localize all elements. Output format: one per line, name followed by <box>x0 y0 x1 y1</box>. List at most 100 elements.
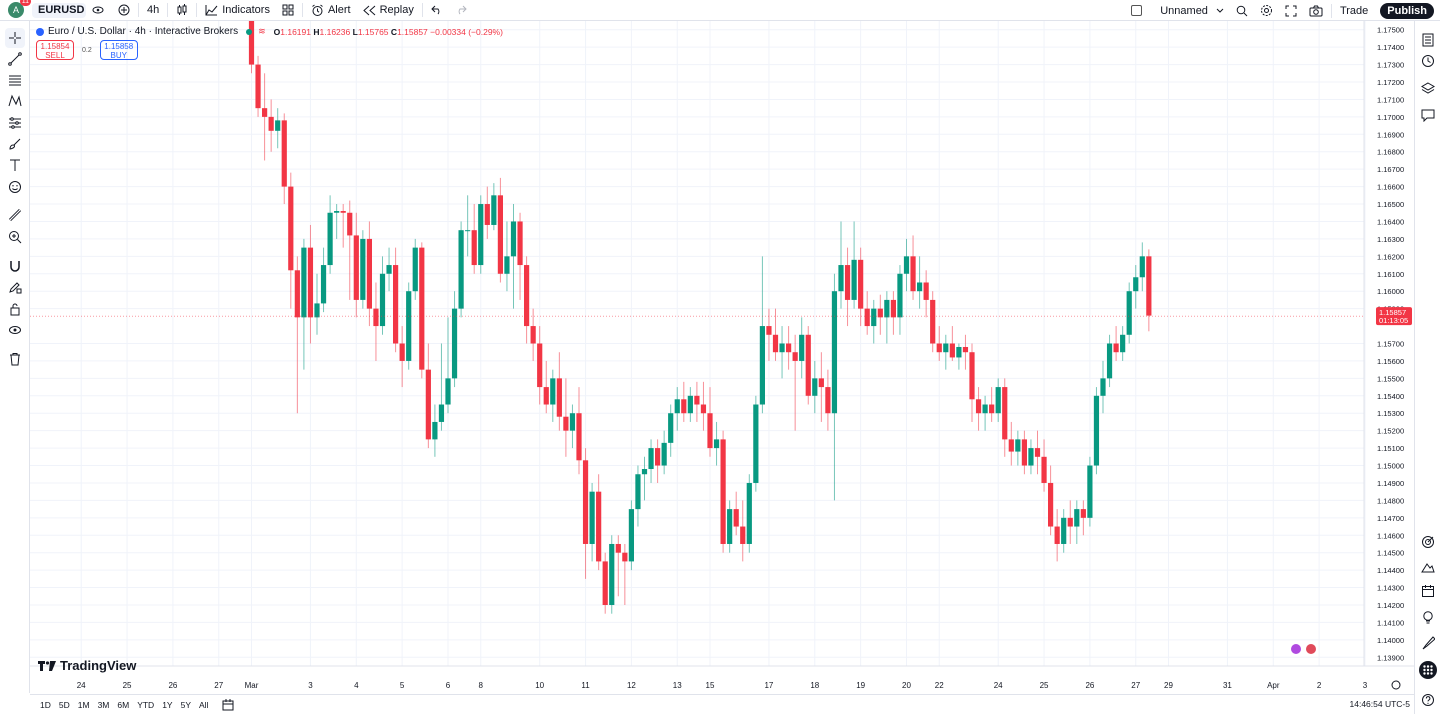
candle-body <box>772 334 779 353</box>
candle-body <box>792 352 798 361</box>
ruler-tool[interactable] <box>5 205 25 225</box>
buy-button[interactable]: 1.15858 BUY <box>99 40 138 60</box>
search-icon <box>1236 5 1248 16</box>
sell-price: 1.15854 <box>40 42 70 51</box>
snapshot-button[interactable] <box>1303 0 1329 21</box>
layout-checkbox-icon[interactable] <box>1131 5 1143 16</box>
help-button[interactable] <box>1419 691 1437 709</box>
stay-drawing-tool[interactable] <box>5 277 25 297</box>
chats-button[interactable] <box>1419 106 1437 124</box>
watchlist-button[interactable] <box>1419 31 1437 49</box>
emoji-tool[interactable] <box>5 177 25 197</box>
fullscreen-icon <box>1285 5 1297 16</box>
hide-drawings-tool[interactable] <box>5 320 25 340</box>
alerts-panel-button[interactable] <box>1419 52 1437 70</box>
close-value: 1.15857 <box>397 26 428 37</box>
price-tick-label: 1.14000 <box>1377 636 1404 645</box>
apps-button[interactable] <box>1419 661 1437 679</box>
text-tool[interactable] <box>5 155 25 175</box>
range-button-1y[interactable]: 1Y <box>162 699 173 710</box>
trendline-tool[interactable] <box>5 49 25 69</box>
price-tick-label: 1.15100 <box>1377 444 1404 453</box>
compare-button[interactable] <box>86 0 112 21</box>
candle-body <box>458 230 464 309</box>
crosshair-tool[interactable] <box>5 28 25 48</box>
range-button-3m[interactable]: 3M <box>97 699 110 710</box>
time-tick-label: 5 <box>400 681 405 690</box>
ideas-button[interactable] <box>1419 608 1437 626</box>
candle-body <box>609 543 615 605</box>
candle-body <box>707 413 713 449</box>
redo-button[interactable] <box>449 0 473 21</box>
symbol-search[interactable]: EURUSD <box>32 2 86 18</box>
templates-button[interactable] <box>276 0 300 21</box>
candle-body <box>393 265 399 344</box>
candle-body <box>255 64 261 109</box>
quick-search-button[interactable] <box>1230 0 1254 21</box>
range-button-1d[interactable]: 1D <box>40 699 51 710</box>
ruler-icon <box>8 208 22 222</box>
candle-body <box>1034 448 1041 457</box>
alert-label: Alert <box>327 4 351 16</box>
fullscreen-button[interactable] <box>1279 0 1303 21</box>
remove-drawings-tool[interactable] <box>5 349 25 369</box>
axis-settings-icon[interactable] <box>1391 680 1401 690</box>
candle-body <box>713 439 720 449</box>
bottom-toolbar: 1D 5D 1M 3M 6M YTD 1Y 5Y All 14:46:54 UTC-5 <box>30 694 1414 714</box>
range-button-1m[interactable]: 1M <box>77 699 90 710</box>
drawing-templates-button[interactable] <box>1419 634 1437 652</box>
buy-label: BUY <box>110 51 127 60</box>
replay-button[interactable]: Replay <box>357 0 420 21</box>
us-flag-icon[interactable] <box>1306 644 1316 654</box>
add-symbol-button[interactable] <box>112 0 136 21</box>
tradingview-logo[interactable]: TradingView <box>38 658 136 673</box>
candle-body <box>432 421 438 440</box>
prediction-tool[interactable] <box>5 113 25 133</box>
candle-body <box>733 509 739 527</box>
user-avatar[interactable]: A 11 <box>8 0 31 18</box>
range-button-6m[interactable]: 6M <box>117 699 130 710</box>
logo-text: TradingView <box>60 658 137 673</box>
fib-tool[interactable] <box>5 70 25 90</box>
price-tick-label: 1.16500 <box>1377 200 1404 209</box>
range-button-5y[interactable]: 5Y <box>180 699 191 710</box>
range-button-5d[interactable]: 5D <box>58 699 70 710</box>
layout-menu[interactable]: Unnamed <box>1125 0 1230 21</box>
interval-button[interactable]: 4h <box>147 4 160 16</box>
candle-body <box>799 334 805 361</box>
symbol-title[interactable]: Euro / U.S. Dollar · 4h · Interactive Br… <box>48 26 239 37</box>
divider <box>138 3 139 17</box>
screener-button[interactable] <box>1419 533 1437 551</box>
pattern-tool[interactable] <box>5 91 25 111</box>
settings-button[interactable] <box>1254 0 1279 21</box>
range-button-all[interactable]: All <box>199 699 209 710</box>
candle-body <box>386 265 392 274</box>
undo-button[interactable] <box>425 0 449 21</box>
pine-editor-button[interactable] <box>1419 558 1437 576</box>
candle-body <box>871 308 877 327</box>
chart-type-button[interactable] <box>170 0 194 21</box>
redo-icon <box>458 5 467 15</box>
indicators-button[interactable]: Indicators <box>199 0 276 21</box>
trade-button[interactable]: Trade <box>1339 4 1369 17</box>
time-tick-label: 26 <box>168 681 177 690</box>
lightning-icon[interactable] <box>1291 644 1301 654</box>
data-provider-icon: ≋ <box>258 26 266 36</box>
candle-body <box>1120 334 1126 353</box>
magnet-tool[interactable] <box>5 256 25 276</box>
zoom-tool[interactable] <box>5 227 25 247</box>
timezone-clock[interactable]: 14:46:54 UTC-5 <box>1349 699 1410 709</box>
brush-tool[interactable] <box>5 134 25 154</box>
price-chart[interactable]: 1.17500 1.17400 1.17300 1.17200 1.17100 1.170… <box>30 21 1414 694</box>
right-widget-bar <box>1414 21 1440 714</box>
candle-body <box>445 378 451 405</box>
calendar-button[interactable] <box>1419 582 1437 600</box>
publish-button[interactable]: Publish <box>1380 2 1434 19</box>
time-tick-label: 8 <box>479 681 484 690</box>
sell-button[interactable]: 1.15854 SELL <box>36 40 74 60</box>
range-button-ytd[interactable]: YTD <box>137 699 155 710</box>
alert-button[interactable]: Alert <box>305 0 357 21</box>
candle-body <box>720 439 726 544</box>
layers-button[interactable] <box>1419 79 1437 97</box>
lock-drawings-tool[interactable] <box>5 299 25 319</box>
